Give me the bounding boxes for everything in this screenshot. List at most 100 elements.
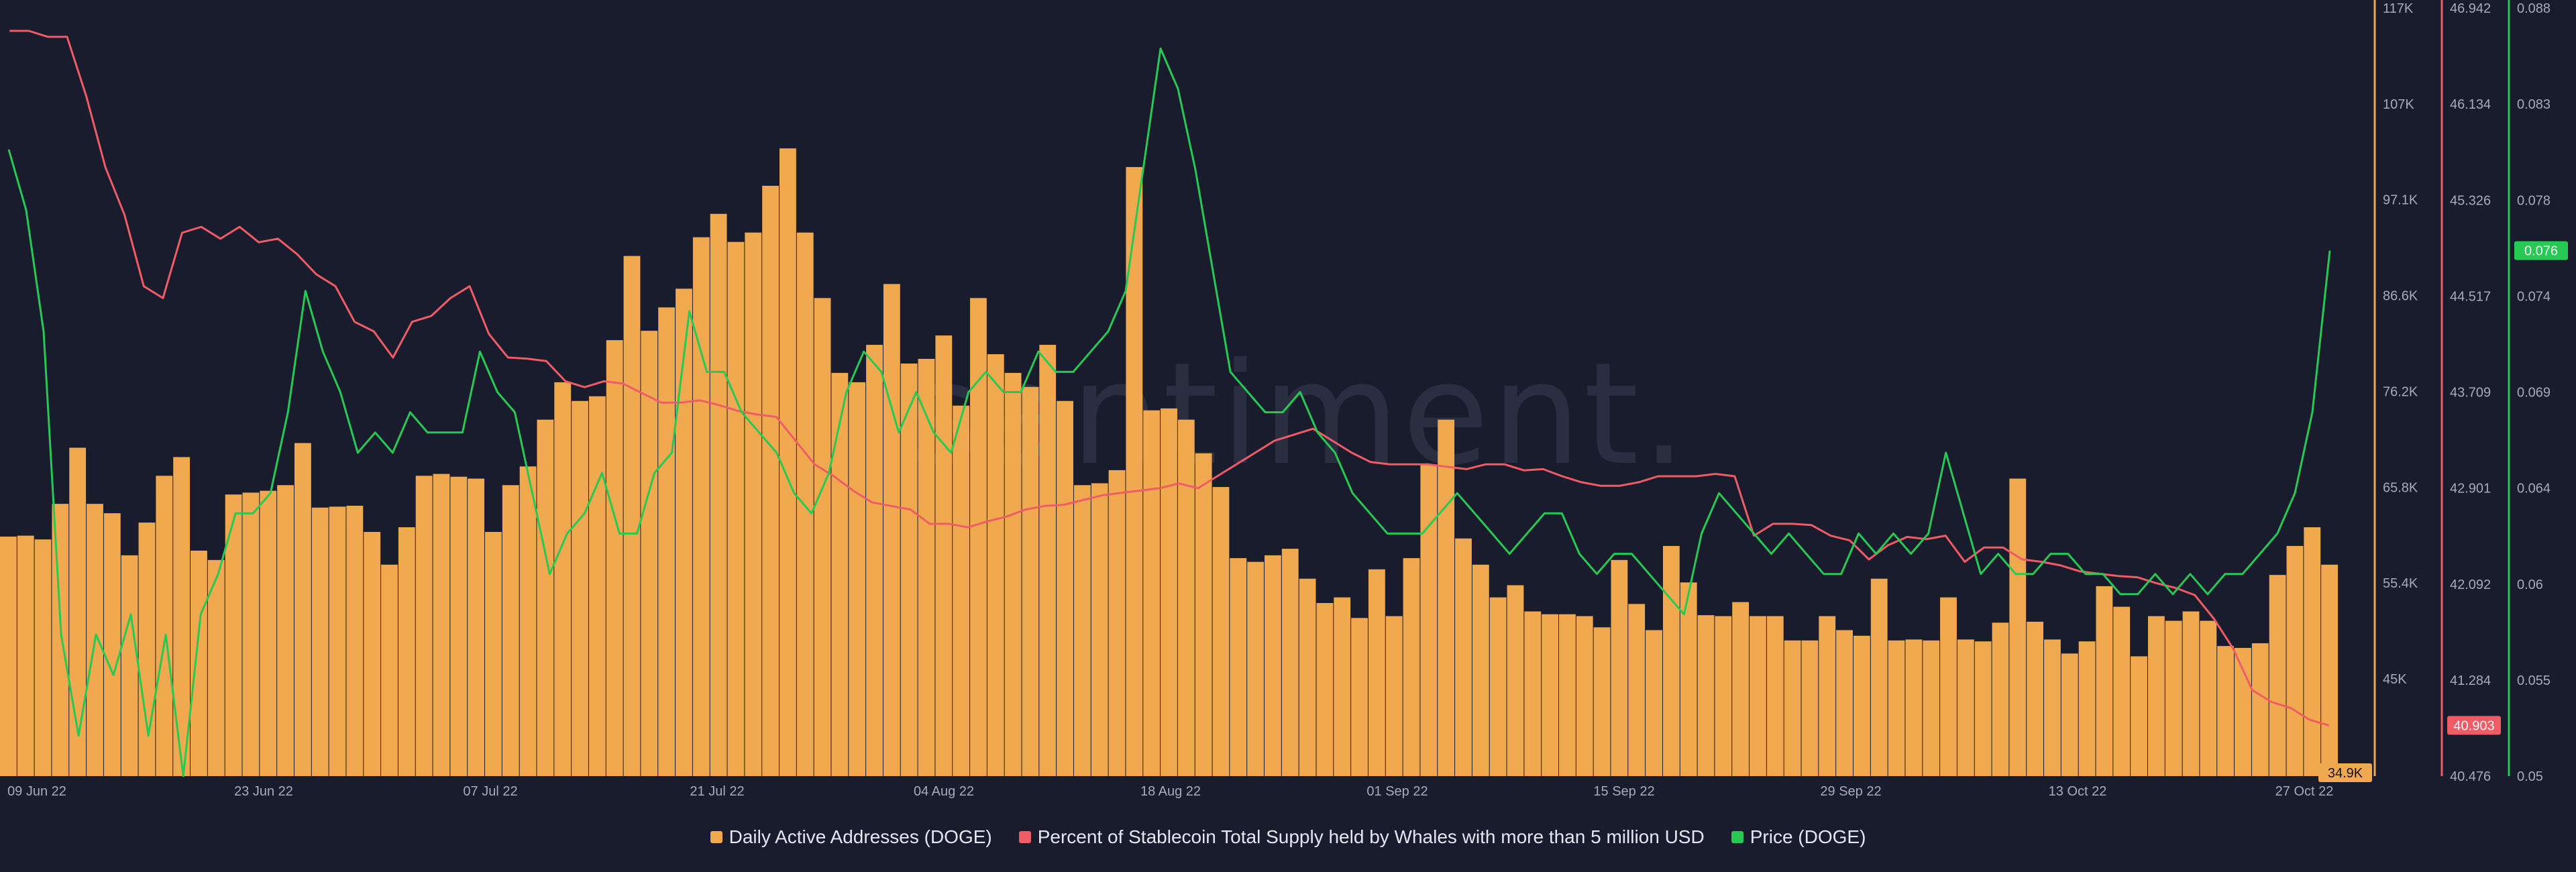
whales-tick-label: 43.709 bbox=[2450, 386, 2491, 400]
daa-bar bbox=[1022, 386, 1039, 776]
daa-bar bbox=[502, 485, 519, 776]
daa-bar bbox=[242, 492, 260, 776]
x-tick-label: 21 Jul 22 bbox=[690, 784, 744, 799]
price-current-badge bbox=[2514, 241, 2568, 260]
daa-bar bbox=[831, 372, 849, 776]
daa-bar bbox=[727, 241, 745, 776]
daa-bar bbox=[1420, 464, 1438, 776]
whales-tick-label: 40.476 bbox=[2450, 769, 2491, 784]
daa-bar bbox=[1230, 558, 1247, 776]
daa-bar bbox=[2078, 641, 2096, 776]
daa-bar bbox=[606, 340, 623, 777]
daa-bar bbox=[2286, 545, 2304, 776]
daa-bar bbox=[1766, 616, 1784, 776]
daa-bar bbox=[1732, 602, 1750, 776]
daa-bar bbox=[935, 335, 953, 776]
daa-bar bbox=[1438, 419, 1455, 776]
daa-bar bbox=[1281, 549, 1299, 776]
price-tick-label: 0.055 bbox=[2517, 673, 2551, 688]
x-tick-label: 13 Oct 22 bbox=[2049, 784, 2107, 799]
daa-bar bbox=[1819, 616, 1836, 776]
daa-bar bbox=[1195, 453, 1212, 776]
daa-bar bbox=[1836, 630, 1853, 776]
daa-tick-label: 55.4K bbox=[2383, 576, 2418, 591]
legend-item-price[interactable]: Price (DOGE) bbox=[1731, 826, 1866, 848]
legend-swatch-daa bbox=[710, 831, 722, 843]
daa-bar bbox=[519, 466, 537, 776]
x-tick-label: 04 Aug 22 bbox=[914, 784, 974, 799]
daa-bar bbox=[1057, 400, 1073, 776]
daa-bar bbox=[156, 476, 173, 776]
daa-bar bbox=[641, 331, 658, 776]
daa-bar bbox=[1888, 640, 1905, 776]
daa-bar bbox=[2113, 606, 2131, 776]
daa-bar bbox=[918, 358, 935, 776]
daa-bar bbox=[1750, 616, 1766, 776]
daa-tick-label: 65.8K bbox=[2383, 480, 2418, 495]
daa-bar bbox=[2321, 564, 2338, 776]
daa-bar bbox=[225, 494, 242, 776]
whales-tick-label: 46.942 bbox=[2450, 1, 2491, 16]
daa-bar bbox=[1784, 640, 1801, 776]
daa-bar bbox=[796, 232, 814, 777]
daa-tick-label: 76.2K bbox=[2383, 384, 2418, 399]
legend-swatch-whales bbox=[1018, 831, 1031, 843]
daa-bar bbox=[1992, 622, 2009, 776]
price-tick-label: 0.05 bbox=[2517, 769, 2543, 784]
legend-item-daa[interactable]: Daily Active Addresses (DOGE) bbox=[710, 826, 992, 848]
daa-bar bbox=[0, 536, 17, 776]
daa-bar bbox=[1646, 630, 1662, 776]
daa-bar bbox=[1524, 611, 1542, 776]
daa-bar bbox=[1316, 602, 1334, 776]
daa-bar bbox=[381, 564, 398, 776]
legend-item-whales[interactable]: Percent of Stablecoin Total Supply held … bbox=[1018, 826, 1705, 848]
daa-bar bbox=[1507, 585, 1524, 776]
daa-bar bbox=[468, 478, 485, 776]
daa-bar bbox=[103, 513, 121, 776]
daa-bar bbox=[2200, 620, 2217, 776]
price-tick-label: 0.069 bbox=[2517, 386, 2551, 400]
daa-bar bbox=[260, 490, 277, 776]
x-tick-label: 27 Oct 22 bbox=[2275, 784, 2334, 799]
whales-current-label: 40.903 bbox=[2453, 718, 2494, 733]
daa-bar bbox=[710, 213, 727, 776]
daa-bar bbox=[2269, 575, 2286, 776]
daa-bar bbox=[207, 559, 225, 776]
daa-bar bbox=[364, 532, 381, 776]
legend-swatch-price bbox=[1731, 831, 1743, 843]
daa-bar bbox=[1265, 555, 1281, 776]
daa-bar bbox=[1351, 618, 1368, 776]
daa-tick-label: 97.1K bbox=[2383, 193, 2418, 208]
daa-bar bbox=[762, 185, 779, 777]
price-tick-label: 0.074 bbox=[2517, 289, 2551, 304]
legend: Daily Active Addresses (DOGE) Percent of… bbox=[0, 826, 2576, 848]
daa-bar bbox=[1247, 561, 1265, 776]
daa-bar bbox=[1368, 569, 1385, 776]
daa-bar bbox=[1593, 627, 1611, 776]
legend-label-whales: Percent of Stablecoin Total Supply held … bbox=[1037, 826, 1705, 847]
daa-bar bbox=[1489, 597, 1507, 776]
daa-bar bbox=[1974, 641, 1992, 776]
daa-tick-label: 45K bbox=[2383, 672, 2407, 687]
daa-bar bbox=[1004, 372, 1022, 776]
price-line bbox=[7, 47, 2331, 777]
daa-bar bbox=[953, 405, 970, 776]
daa-bar bbox=[2009, 478, 2027, 776]
daa-tick-label: 86.6K bbox=[2383, 289, 2418, 304]
legend-label-daa: Daily Active Addresses (DOGE) bbox=[729, 826, 992, 847]
daa-bar bbox=[121, 555, 138, 776]
daa-current-label: 34.9K bbox=[2328, 766, 2363, 781]
daa-bar bbox=[1940, 597, 1957, 776]
daa-bar bbox=[191, 550, 207, 776]
daa-bar bbox=[623, 256, 641, 777]
daa-bar bbox=[1559, 614, 1576, 776]
x-tick-label: 01 Sep 22 bbox=[1366, 784, 1428, 799]
daa-bar bbox=[277, 485, 294, 776]
daa-bar bbox=[1108, 470, 1126, 776]
daa-bar bbox=[1662, 545, 1680, 776]
daa-bar bbox=[1177, 419, 1195, 776]
daa-current-badge bbox=[2318, 763, 2372, 782]
daa-bar bbox=[485, 532, 502, 776]
daa-bar bbox=[1923, 640, 1940, 776]
